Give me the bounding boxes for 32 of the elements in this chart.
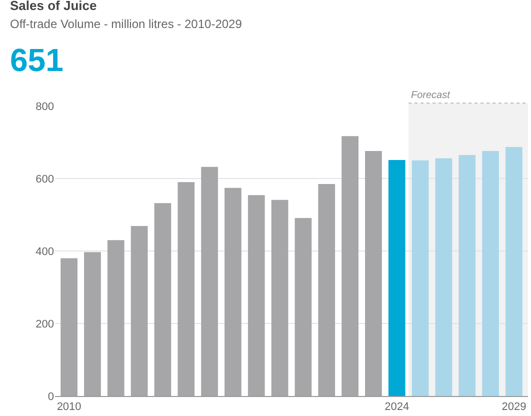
bar	[271, 200, 288, 396]
text: 651	[10, 42, 64, 78]
y-tick-label: 400	[36, 246, 54, 258]
bar	[107, 240, 124, 396]
bar	[365, 150, 382, 396]
y-tick-label: 0	[48, 390, 54, 403]
bar	[154, 203, 172, 396]
bar	[458, 154, 476, 396]
bar	[84, 252, 101, 396]
x-tick-label: 2029	[502, 401, 526, 414]
bar	[130, 226, 148, 396]
bar	[178, 182, 195, 396]
bar	[224, 188, 242, 396]
bar	[248, 195, 265, 396]
bar	[435, 158, 452, 396]
bar	[342, 136, 358, 396]
bar	[482, 150, 499, 396]
y-tick-label: 200	[36, 318, 54, 330]
bar	[60, 258, 78, 396]
bar	[412, 160, 429, 396]
bar	[506, 146, 522, 396]
y-tick-label: 800	[36, 100, 54, 113]
y-tick-label: 600	[36, 173, 54, 186]
bar	[388, 160, 406, 396]
chart-title: Sales of Juice	[10, 0, 97, 13]
chart-subtitle: Off-trade Volume - million litres - 2010-2029	[10, 17, 242, 31]
bar	[318, 184, 336, 396]
band-label: Forecast	[411, 90, 452, 101]
x-tick-label: 2024	[384, 401, 410, 414]
x-tick-label: 2010	[56, 401, 82, 414]
bar	[294, 218, 312, 396]
bar	[201, 166, 218, 396]
